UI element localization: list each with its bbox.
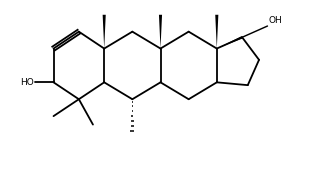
Polygon shape (215, 15, 218, 49)
Polygon shape (159, 15, 162, 49)
Text: OH: OH (269, 16, 282, 25)
Polygon shape (103, 15, 106, 49)
Text: HO: HO (20, 78, 34, 87)
Polygon shape (217, 36, 243, 49)
